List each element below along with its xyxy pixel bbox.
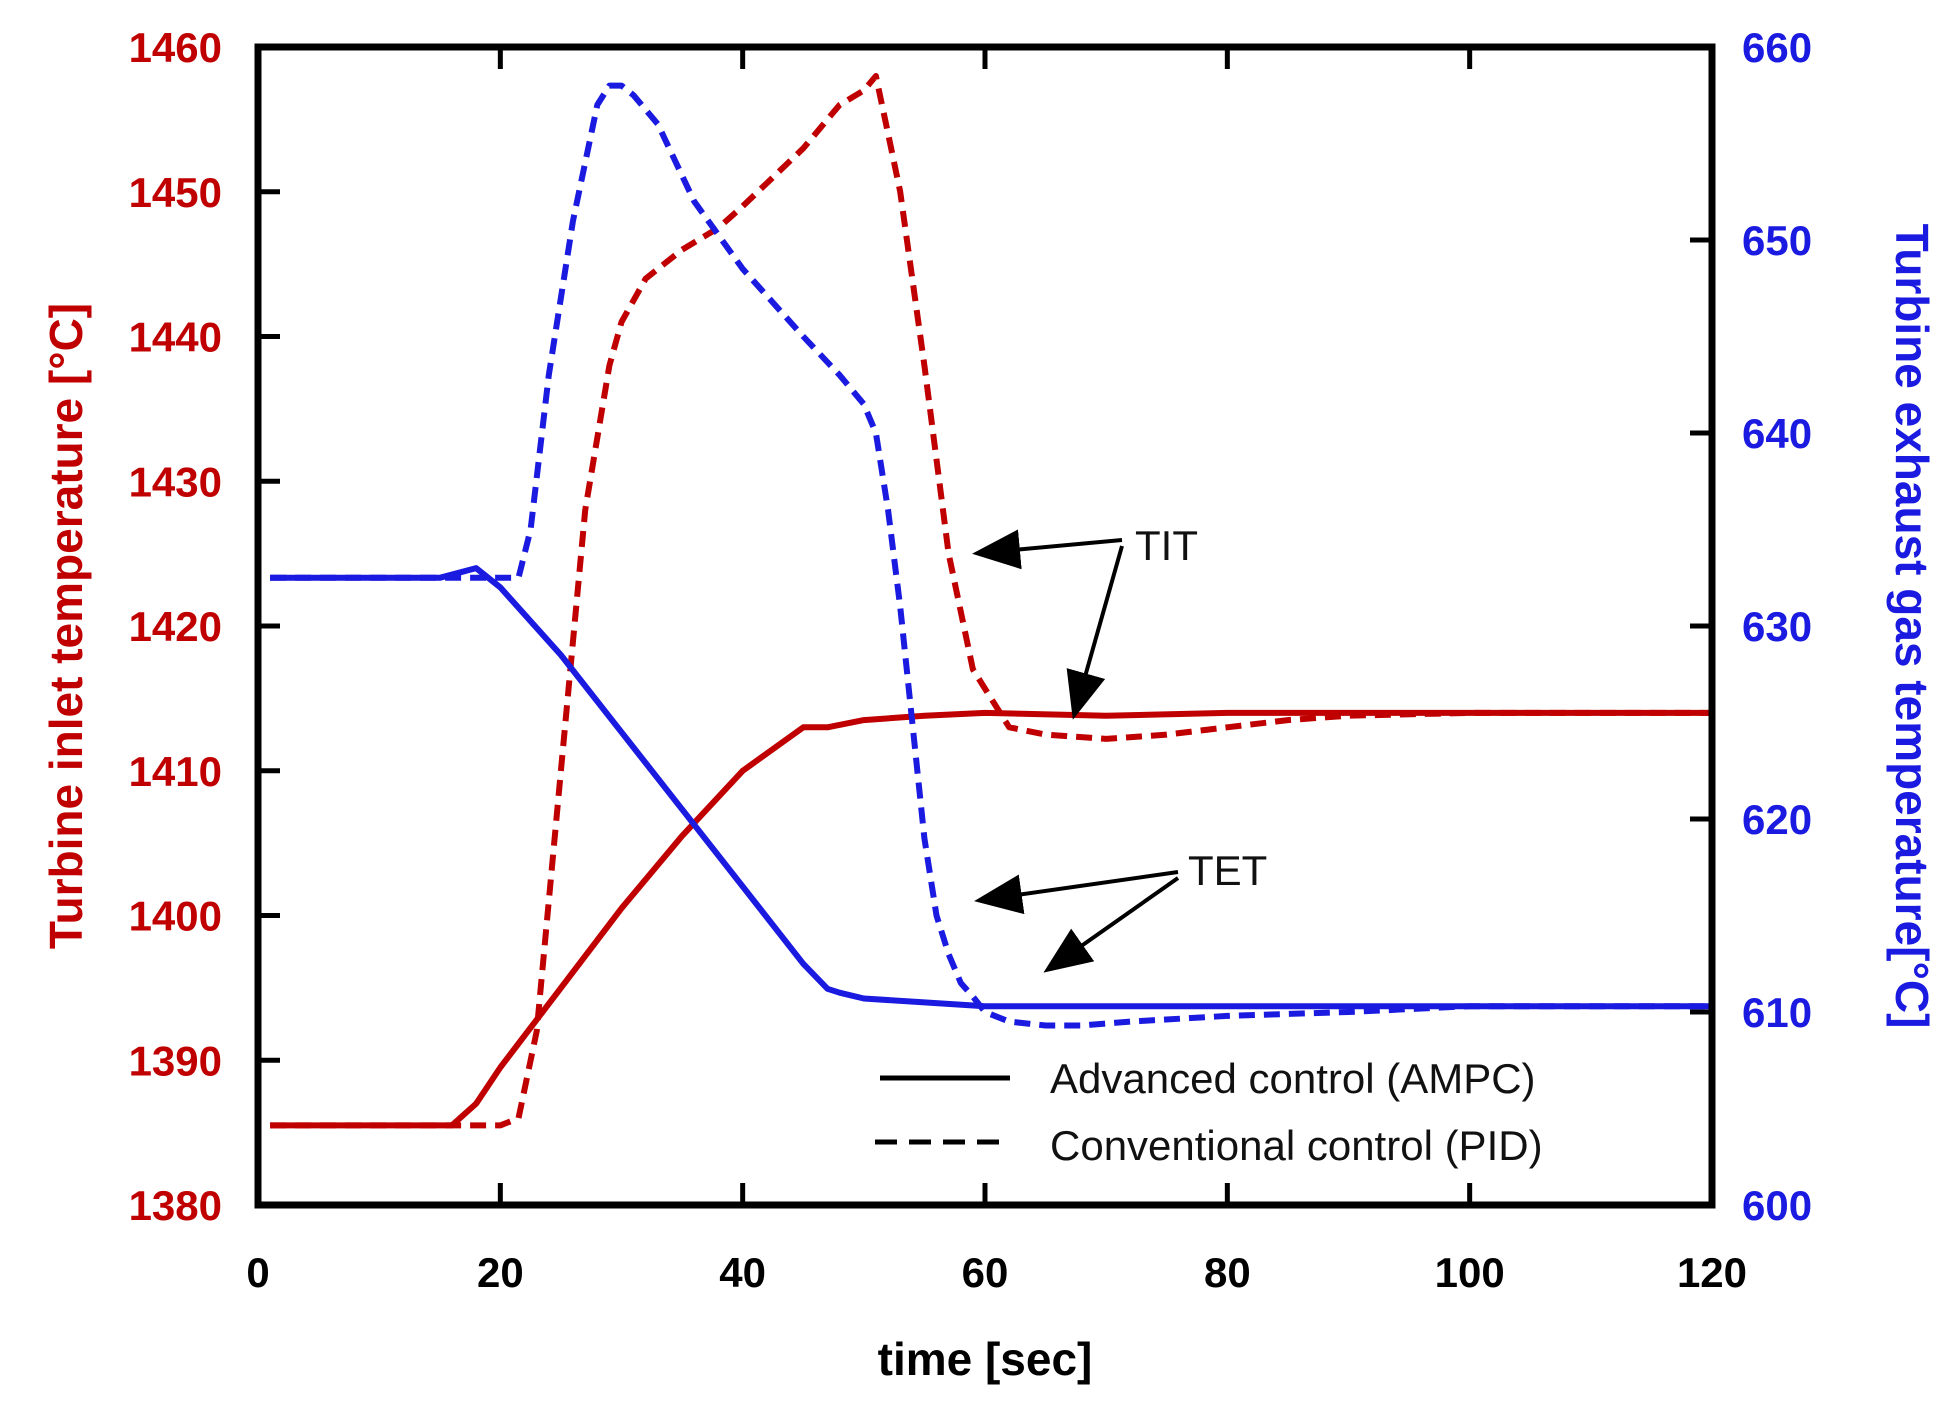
left-tick-label: 1380 — [129, 1182, 222, 1229]
annotation-tet: TET — [974, 847, 1267, 973]
annotation-tit-label: TIT — [1135, 522, 1198, 569]
right-axis-label: Turbine exhaust gas temperature[°C] — [1886, 224, 1938, 1029]
x-tick-label: 60 — [962, 1249, 1009, 1296]
series-tet-pid — [270, 82, 1712, 1029]
left-tick-label: 1440 — [129, 314, 222, 361]
left-axis-label: Turbine inlet temperature [°C] — [40, 303, 92, 949]
x-tick-label: 120 — [1677, 1249, 1747, 1296]
legend-label-ampc: Advanced control (AMPC) — [1050, 1055, 1536, 1102]
plot-frame — [254, 43, 1716, 1209]
x-tick-label: 40 — [719, 1249, 766, 1296]
series-tit-ampc — [270, 709, 1712, 1129]
right-tick-label: 640 — [1742, 410, 1812, 457]
left-tick-label: 1410 — [129, 748, 222, 795]
right-tick-label: 630 — [1742, 603, 1812, 650]
x-tick-label: 0 — [246, 1249, 269, 1296]
annotation-tit-arrow-pid — [972, 529, 1123, 570]
annotation-tit-arrow-ampc — [1066, 545, 1124, 720]
left-tick-label: 1460 — [129, 24, 222, 71]
annotation-tit: TIT — [972, 522, 1198, 720]
right-tick-label: 610 — [1742, 989, 1812, 1036]
right-tick-label: 600 — [1742, 1182, 1812, 1229]
right-tick-label: 620 — [1742, 796, 1812, 843]
x-tick-label: 80 — [1204, 1249, 1251, 1296]
tick-labels: 0 20 40 60 80 100 120 1380 1390 1400 1410 1420 1430 1… — [129, 24, 1813, 1296]
legend-label-pid: Conventional control (PID) — [1050, 1122, 1543, 1169]
tick-marks — [255, 44, 1715, 1208]
right-tick-label: 660 — [1742, 24, 1812, 71]
x-tick-label: 20 — [477, 1249, 524, 1296]
annotation-tet-arrow-ampc — [1043, 876, 1180, 973]
right-tick-label: 650 — [1742, 217, 1812, 264]
series-tit-pid — [270, 73, 1712, 1129]
left-tick-label: 1400 — [129, 893, 222, 940]
left-tick-label: 1420 — [129, 603, 222, 650]
series-tet-ampc — [270, 565, 1712, 1010]
x-tick-label: 100 — [1435, 1249, 1505, 1296]
left-tick-label: 1430 — [129, 458, 222, 505]
series-layer — [270, 73, 1712, 1129]
left-tick-label: 1450 — [129, 169, 222, 216]
annotation-tet-arrow-pid — [974, 870, 1179, 915]
annotation-tet-label: TET — [1188, 847, 1267, 894]
legend: Advanced control (AMPC) Conventional con… — [875, 1055, 1543, 1169]
left-tick-label: 1390 — [129, 1037, 222, 1084]
x-axis-label: time [sec] — [878, 1333, 1093, 1385]
